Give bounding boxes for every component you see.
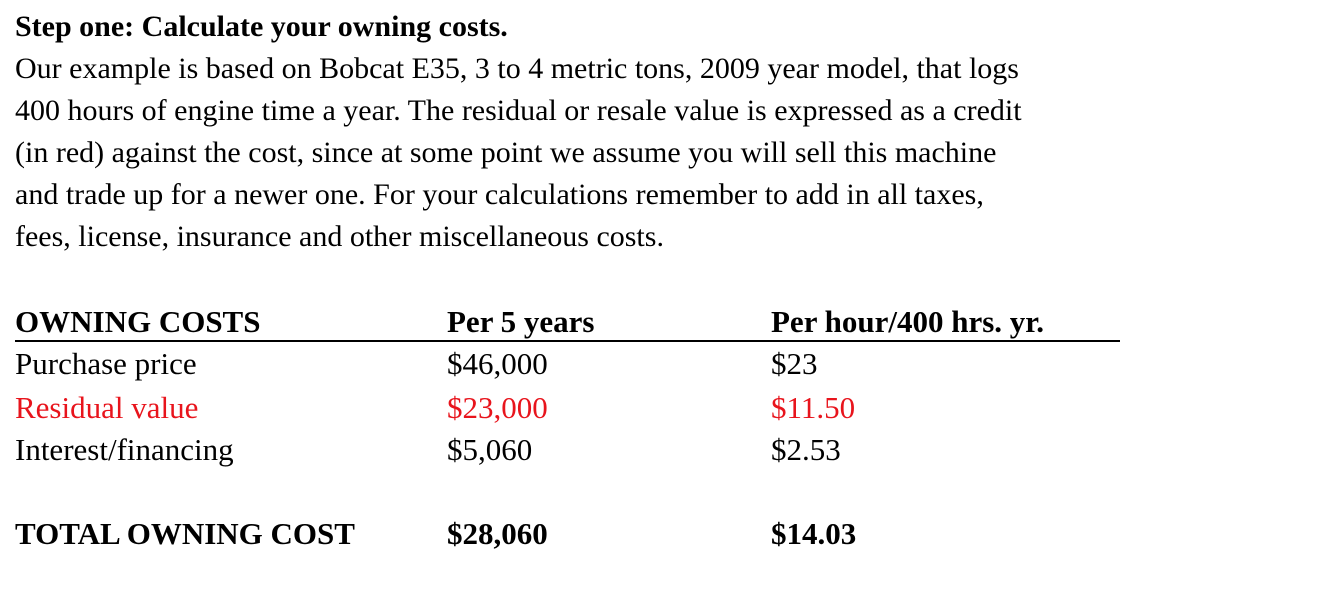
purchase-price-per-hour: $23	[771, 346, 818, 381]
column-header-per-hour: Per hour/400 hrs. yr.	[771, 304, 1044, 339]
total-per-5-years: $28,060	[447, 516, 548, 551]
residual-value-per-5-years: $23,000	[447, 390, 548, 425]
total-owning-cost-label: TOTAL OWNING COST	[15, 516, 355, 551]
residual-value-per-hour: $11.50	[771, 390, 856, 425]
interest-financing-per-hour: $2.53	[771, 432, 841, 467]
interest-financing-per-5-years: $5,060	[447, 432, 533, 467]
section-heading: Step one: Calculate your owning costs.	[15, 10, 508, 43]
paragraph-line: 400 hours of engine time a year. The res…	[15, 94, 1022, 127]
paragraph-line: Our example is based on Bobcat E35, 3 to…	[15, 52, 1019, 85]
paragraph-line: and trade up for a newer one. For your c…	[15, 178, 984, 211]
column-header-owning-costs: OWNING COSTS	[15, 304, 261, 339]
paragraph-line: (in red) against the cost, since at some…	[15, 136, 997, 169]
column-header-per-5-years: Per 5 years	[447, 304, 595, 339]
row-label-purchase-price: Purchase price	[15, 346, 197, 381]
total-per-hour: $14.03	[771, 516, 857, 551]
paragraph-line: fees, license, insurance and other misce…	[15, 220, 664, 253]
row-label-interest-financing: Interest/financing	[15, 432, 234, 467]
purchase-price-per-5-years: $46,000	[447, 346, 548, 381]
header-underline	[15, 340, 1120, 342]
row-label-residual-value: Residual value	[15, 390, 199, 425]
